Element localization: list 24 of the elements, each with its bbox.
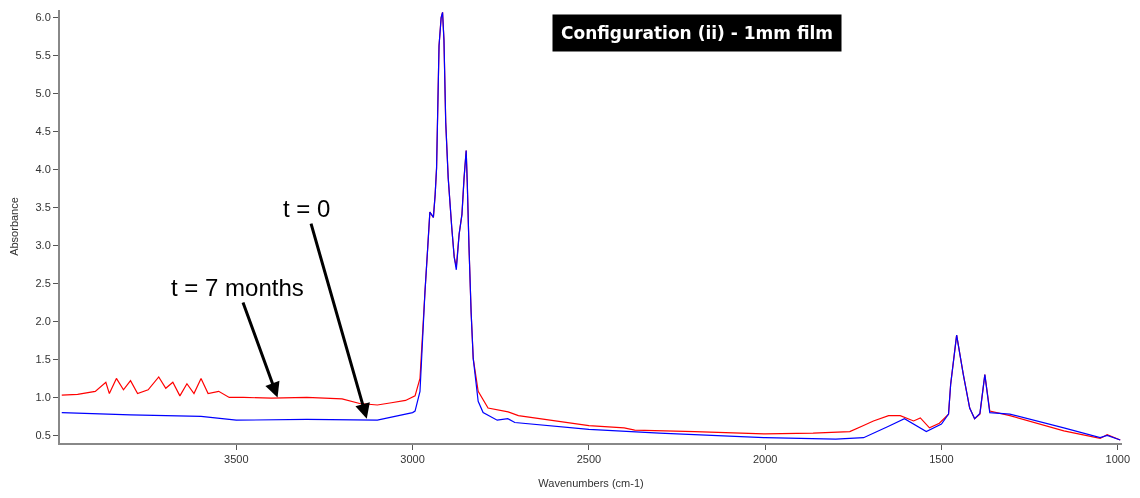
y-tick-label: 2.5: [35, 277, 51, 290]
x-axis-title: Wavenumbers (cm-1): [538, 476, 644, 489]
y-tick-label: 6.0: [35, 11, 51, 24]
y-axis-title: Absorbance: [7, 197, 20, 256]
y-tick-label: 4.0: [35, 163, 51, 176]
x-tick-label: 3500: [224, 453, 249, 466]
x-tick-label: 2500: [576, 453, 602, 466]
y-tick-label: 1.5: [35, 353, 51, 366]
text: Configuration (ii) - 1mm film: [561, 23, 834, 43]
y-tick-label: 4.5: [35, 125, 51, 138]
line-series: [61, 11, 1121, 441]
x-tick-label: 1500: [929, 453, 954, 466]
y-tick-label: 2.0: [35, 315, 51, 328]
y-tick-label: 1.0: [35, 391, 51, 404]
y-tick-label: 5.5: [35, 49, 51, 62]
x-tick-label: 3000: [400, 453, 425, 466]
y-tick-label: 0.5: [35, 429, 51, 442]
y-tick-label: 3.0: [35, 239, 51, 252]
annotation: t = 7 months: [171, 274, 304, 301]
x-tick-label: 1000: [1105, 453, 1131, 466]
y-tick-label: 3.5: [35, 201, 51, 214]
x-tick-label: 2000: [752, 453, 778, 466]
annotation: t = 0: [283, 195, 331, 222]
y-tick-label: 5.0: [35, 87, 51, 100]
